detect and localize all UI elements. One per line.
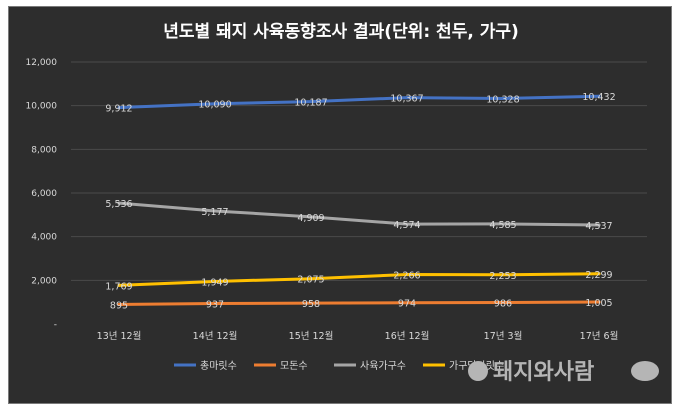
y-tick-label: 8,000: [31, 145, 57, 155]
data-point: [501, 300, 505, 304]
pig-icon: [468, 361, 488, 381]
x-tick-label: 16년 12월: [385, 330, 430, 342]
data-point: [213, 102, 217, 106]
chart-frame: 년도별 돼지 사육동향조사 결과(단위: 천두, 가구) - 2,000 4,000…: [8, 6, 672, 404]
data-point: [405, 222, 409, 226]
data-label: 4,537: [585, 221, 612, 232]
data-label: 895: [110, 300, 128, 311]
data-label: 986: [494, 298, 512, 309]
series-line: [117, 272, 601, 287]
data-label: 2,253: [489, 271, 516, 282]
data-point: [309, 100, 313, 104]
data-point: [597, 94, 601, 98]
legend-label: 사육가구수: [360, 360, 406, 372]
data-point: [405, 273, 409, 277]
chart-title: 년도별 돼지 사육동향조사 결과(단위: 천두, 가구): [163, 21, 519, 42]
data-label: 10,328: [486, 95, 519, 106]
data-label: 2,266: [393, 271, 420, 282]
y-tick-label: 10,000: [26, 102, 58, 112]
data-label: 1,949: [201, 277, 228, 288]
data-point: [597, 272, 601, 276]
series-lines: [117, 94, 601, 306]
pig-icon: [631, 361, 659, 381]
data-label: 4,574: [393, 220, 420, 231]
watermark-text: 돼지와사람: [493, 360, 594, 385]
data-point: [117, 106, 121, 110]
data-point: [501, 222, 505, 226]
x-tick-label: 17년 6월: [580, 330, 619, 342]
data-label: 4,585: [489, 220, 516, 231]
series-line: [117, 300, 601, 306]
data-label: 2,299: [585, 270, 612, 281]
x-tick-label: 13년 12월: [97, 330, 142, 342]
x-axis-ticks: 13년 12월 14년 12월 15년 12월 16년 12월 17년 3월 17년 6월: [97, 330, 619, 342]
data-label: 1,005: [585, 298, 612, 309]
data-point: [501, 97, 505, 101]
x-tick-label: 14년 12월: [193, 330, 238, 342]
y-tick-label: 6,000: [31, 189, 57, 199]
data-point: [405, 301, 409, 305]
legend: 총마릿수모돈수사육가구수가구당마릿수: [174, 360, 504, 372]
data-label: 2,075: [297, 275, 324, 286]
data-point: [117, 283, 121, 287]
data-point: [213, 209, 217, 213]
data-point: [213, 279, 217, 283]
watermark-logo: 돼지와사람: [468, 360, 659, 385]
legend-label: 총마릿수: [200, 360, 237, 372]
data-point: [213, 302, 217, 306]
y-tick-label: 4,000: [31, 233, 57, 243]
x-tick-label: 15년 12월: [289, 330, 334, 342]
data-label: 958: [302, 299, 320, 310]
y-tick-label: -: [54, 320, 57, 330]
data-label: 4,909: [297, 213, 324, 224]
data-label: 10,367: [390, 94, 423, 105]
y-tick-label: 2,000: [31, 276, 57, 286]
data-point: [405, 96, 409, 100]
data-point: [597, 223, 601, 227]
data-label: 10,090: [198, 100, 231, 111]
y-axis-ticks: - 2,000 4,000 6,000 8,000 10,000 12,000: [26, 58, 58, 330]
data-labels: 9,912 10,090 10,187 10,367 10,328 10,432 895 93…: [105, 92, 615, 311]
data-point: [309, 215, 313, 219]
data-point: [309, 277, 313, 281]
data-label: 5,177: [201, 207, 228, 218]
data-label: 974: [398, 299, 416, 310]
legend-label: 모돈수: [280, 360, 308, 372]
data-label: 10,432: [582, 92, 615, 103]
data-label: 5,536: [105, 199, 132, 210]
data-label: 10,187: [294, 98, 327, 109]
line-chart: 년도별 돼지 사육동향조사 결과(단위: 천두, 가구) - 2,000 4,000…: [26, 21, 659, 385]
data-label: 9,912: [105, 104, 132, 115]
y-tick-label: 12,000: [26, 58, 58, 68]
gridlines: [71, 61, 647, 281]
data-point: [309, 301, 313, 305]
data-point: [501, 273, 505, 277]
series-line: [117, 94, 601, 110]
data-label: 1,769: [105, 281, 132, 292]
data-point: [117, 302, 121, 306]
data-point: [597, 300, 601, 304]
data-label: 937: [206, 300, 224, 311]
x-tick-label: 17년 3월: [484, 330, 523, 342]
data-point: [117, 201, 121, 205]
series-line: [117, 201, 601, 227]
